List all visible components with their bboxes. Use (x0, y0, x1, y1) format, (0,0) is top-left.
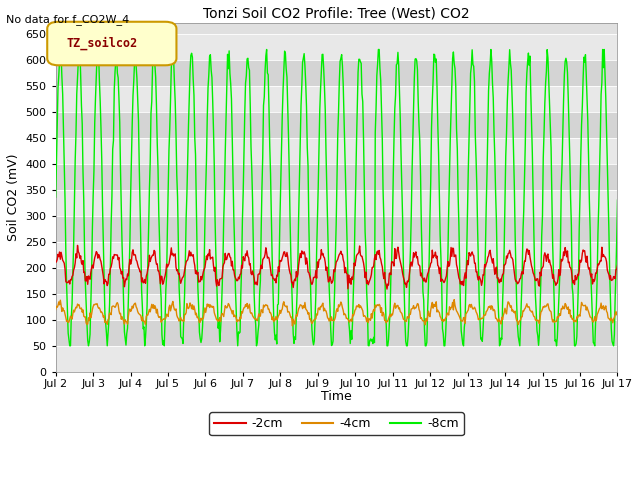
Bar (56, 34, 618, 60)
Bar (56, 294, 618, 320)
Text: TZ_soilco2: TZ_soilco2 (67, 37, 138, 50)
Bar (56, 138, 618, 164)
Bar (56, 320, 618, 346)
Bar (56, 86, 618, 112)
Bar (56, 242, 618, 268)
Title: Tonzi Soil CO2 Profile: Tree (West) CO2: Tonzi Soil CO2 Profile: Tree (West) CO2 (204, 7, 470, 21)
Bar (56, 112, 618, 138)
Text: No data for f_CO2W_4: No data for f_CO2W_4 (6, 14, 130, 25)
Legend: -2cm, -4cm, -8cm: -2cm, -4cm, -8cm (209, 412, 464, 435)
Bar (56, 346, 618, 372)
Bar (56, 216, 618, 242)
X-axis label: Time: Time (321, 390, 352, 403)
Bar (56, 60, 618, 86)
FancyBboxPatch shape (47, 22, 177, 65)
Bar (56, 164, 618, 190)
Bar (56, 268, 618, 294)
Y-axis label: Soil CO2 (mV): Soil CO2 (mV) (7, 154, 20, 241)
Bar (56, 190, 618, 216)
